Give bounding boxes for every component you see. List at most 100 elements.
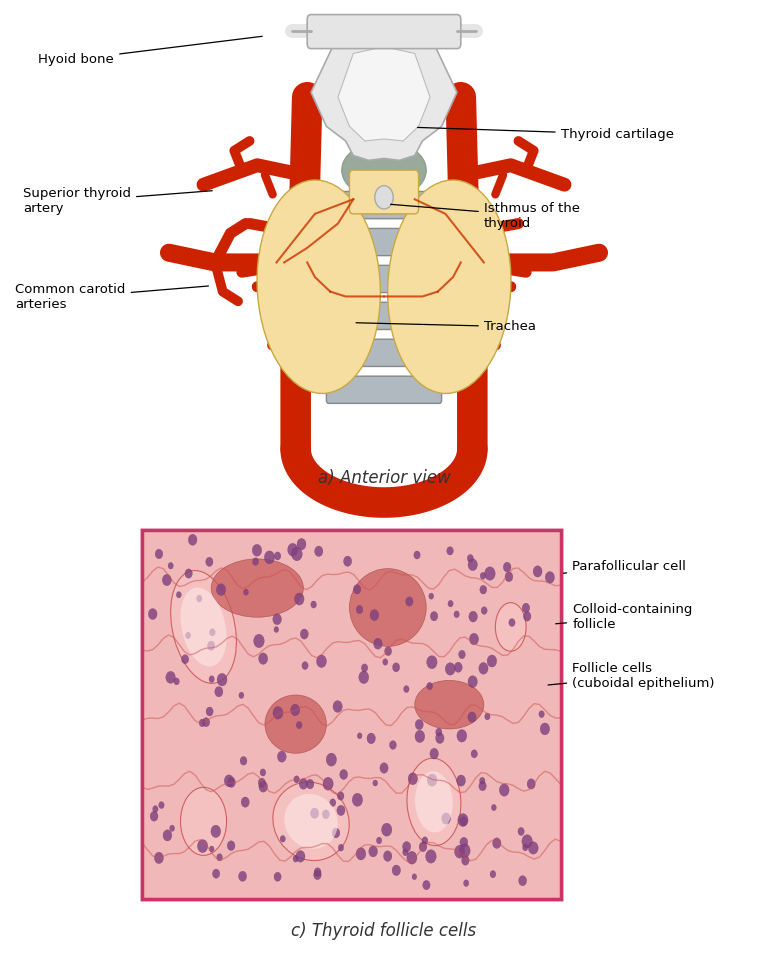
Circle shape	[522, 844, 528, 850]
Circle shape	[479, 778, 485, 784]
Circle shape	[408, 773, 418, 784]
Circle shape	[468, 559, 478, 571]
FancyBboxPatch shape	[326, 191, 442, 219]
Circle shape	[170, 825, 174, 831]
Circle shape	[260, 769, 266, 776]
Circle shape	[412, 874, 417, 880]
Circle shape	[455, 846, 465, 858]
Circle shape	[462, 855, 469, 865]
Circle shape	[252, 544, 262, 556]
Circle shape	[206, 707, 214, 716]
Circle shape	[306, 780, 314, 789]
Circle shape	[314, 868, 321, 877]
FancyBboxPatch shape	[326, 339, 442, 366]
Circle shape	[505, 572, 513, 581]
Circle shape	[323, 778, 333, 790]
Circle shape	[402, 849, 408, 855]
Circle shape	[464, 880, 468, 886]
Circle shape	[297, 538, 306, 550]
Circle shape	[217, 853, 223, 861]
Circle shape	[151, 812, 158, 821]
Circle shape	[188, 535, 197, 545]
Circle shape	[524, 611, 531, 621]
Circle shape	[181, 654, 189, 664]
Circle shape	[362, 664, 368, 672]
Circle shape	[382, 659, 388, 665]
Circle shape	[479, 781, 486, 791]
Text: Follicle cells
(cuboidal epithelium): Follicle cells (cuboidal epithelium)	[548, 662, 715, 689]
Circle shape	[311, 601, 316, 608]
Circle shape	[492, 805, 496, 811]
Circle shape	[243, 589, 248, 595]
Circle shape	[258, 779, 266, 787]
Circle shape	[274, 552, 281, 560]
Circle shape	[259, 653, 268, 665]
Circle shape	[469, 633, 478, 644]
Polygon shape	[338, 47, 430, 141]
Circle shape	[277, 751, 286, 762]
Circle shape	[240, 756, 247, 765]
Circle shape	[356, 848, 366, 860]
Circle shape	[313, 870, 321, 880]
Circle shape	[295, 593, 304, 606]
Circle shape	[326, 753, 336, 766]
Circle shape	[380, 763, 388, 773]
Circle shape	[415, 730, 425, 743]
Circle shape	[447, 546, 453, 555]
Circle shape	[186, 632, 190, 639]
Circle shape	[209, 676, 214, 682]
Circle shape	[370, 609, 379, 620]
Circle shape	[148, 608, 157, 619]
Circle shape	[211, 825, 220, 838]
Bar	[142, 530, 561, 899]
Circle shape	[430, 611, 438, 621]
Circle shape	[203, 717, 210, 727]
Ellipse shape	[342, 141, 426, 199]
Circle shape	[392, 865, 401, 876]
Circle shape	[185, 569, 192, 578]
Circle shape	[414, 551, 420, 559]
Circle shape	[292, 547, 303, 561]
Circle shape	[518, 876, 527, 885]
Ellipse shape	[211, 559, 303, 617]
Circle shape	[385, 646, 392, 656]
Circle shape	[383, 850, 392, 861]
Circle shape	[458, 814, 468, 826]
Text: Trachea: Trachea	[356, 320, 536, 333]
FancyBboxPatch shape	[142, 530, 561, 899]
Circle shape	[445, 663, 455, 676]
FancyBboxPatch shape	[307, 15, 461, 49]
Circle shape	[162, 574, 171, 586]
Circle shape	[338, 845, 343, 851]
Circle shape	[435, 733, 444, 744]
Circle shape	[373, 639, 382, 649]
Ellipse shape	[495, 603, 526, 651]
Circle shape	[429, 593, 434, 599]
Circle shape	[490, 871, 496, 878]
Text: Colloid-containing
follicle: Colloid-containing follicle	[556, 604, 693, 631]
Circle shape	[356, 606, 362, 613]
Circle shape	[392, 663, 399, 672]
Circle shape	[427, 774, 437, 786]
Circle shape	[487, 655, 497, 667]
FancyBboxPatch shape	[326, 302, 442, 330]
Circle shape	[215, 686, 223, 697]
Circle shape	[468, 712, 476, 722]
Circle shape	[159, 802, 164, 809]
Circle shape	[343, 556, 352, 567]
Circle shape	[503, 562, 511, 572]
Circle shape	[375, 186, 393, 209]
Polygon shape	[311, 34, 457, 160]
Text: a) Anterior view: a) Anterior view	[318, 469, 450, 487]
Ellipse shape	[180, 787, 227, 855]
Circle shape	[259, 781, 267, 792]
Circle shape	[227, 778, 236, 787]
Circle shape	[213, 869, 220, 879]
Circle shape	[239, 692, 244, 699]
Circle shape	[471, 749, 478, 758]
Circle shape	[239, 871, 247, 882]
Circle shape	[253, 635, 264, 647]
Circle shape	[274, 872, 281, 882]
Circle shape	[253, 558, 259, 566]
Circle shape	[288, 543, 298, 556]
